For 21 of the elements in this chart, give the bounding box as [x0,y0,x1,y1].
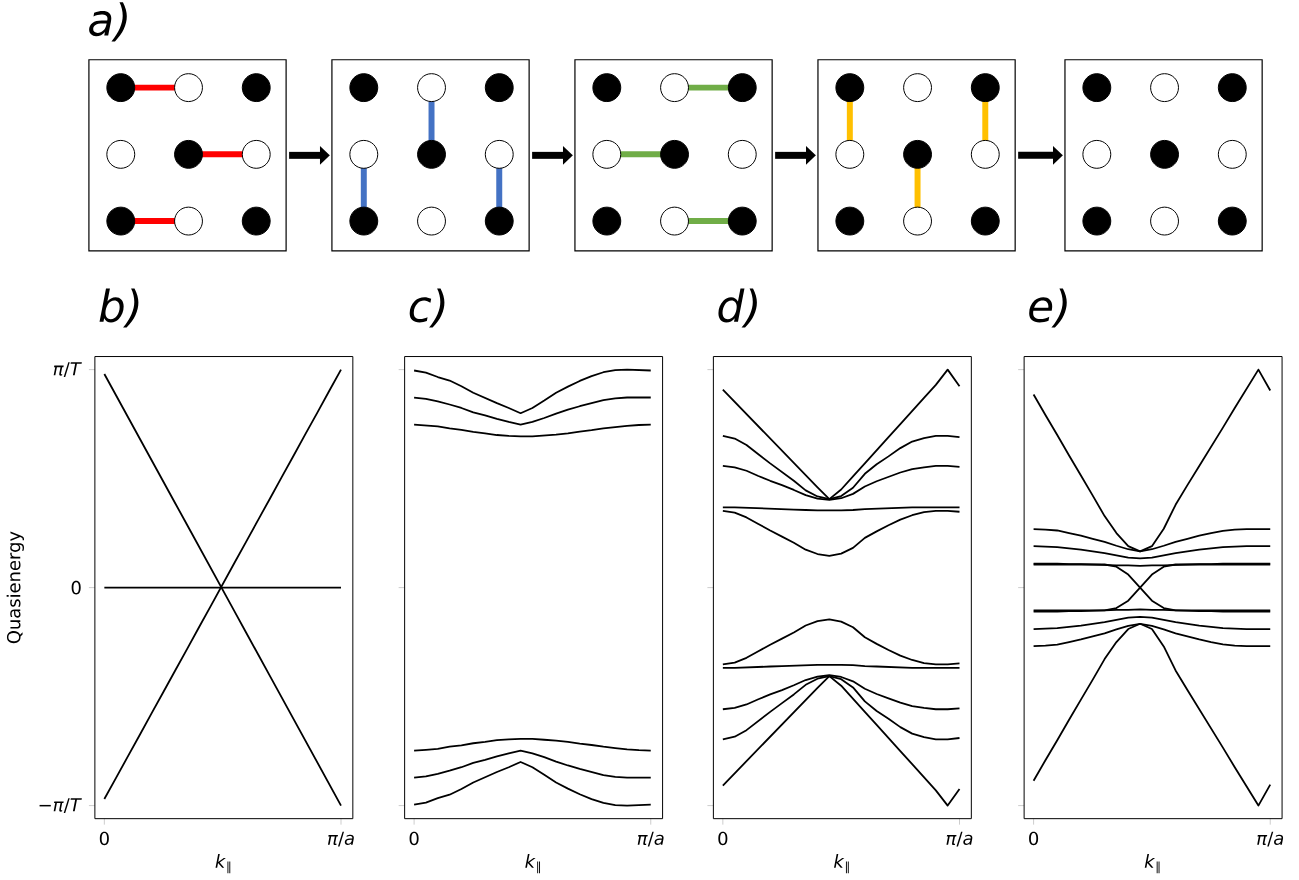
chart-title: e) [1029,288,1067,328]
x-axis-title: k$_{∥}$ [525,854,541,874]
x-axis-title: k$_{∥}$ [834,854,849,874]
x-tick-label: π/a [637,831,664,847]
x-tick-label: π/a [327,831,354,847]
x-tick-label: 0 [409,831,419,846]
x-tick-label: 0 [718,831,728,846]
chart-title: b) [99,288,139,328]
text: 0 [71,580,81,595]
x-axis-title: k$_{∥}$ [1144,854,1160,874]
text: −π/T [39,798,82,813]
chart-title: c) [409,288,445,328]
chart-title: d) [718,288,757,328]
x-axis-title: k$_{∥}$ [215,854,231,874]
text: π/T [53,362,82,377]
x-tick-label: 0 [99,831,109,846]
x-tick-label: 0 [1029,831,1039,846]
x-tick-label: π/a [1257,831,1284,847]
x-tick-label: π/a [946,831,973,847]
text: a) [89,2,127,42]
y-axis-title: Quasienergy [6,531,24,644]
